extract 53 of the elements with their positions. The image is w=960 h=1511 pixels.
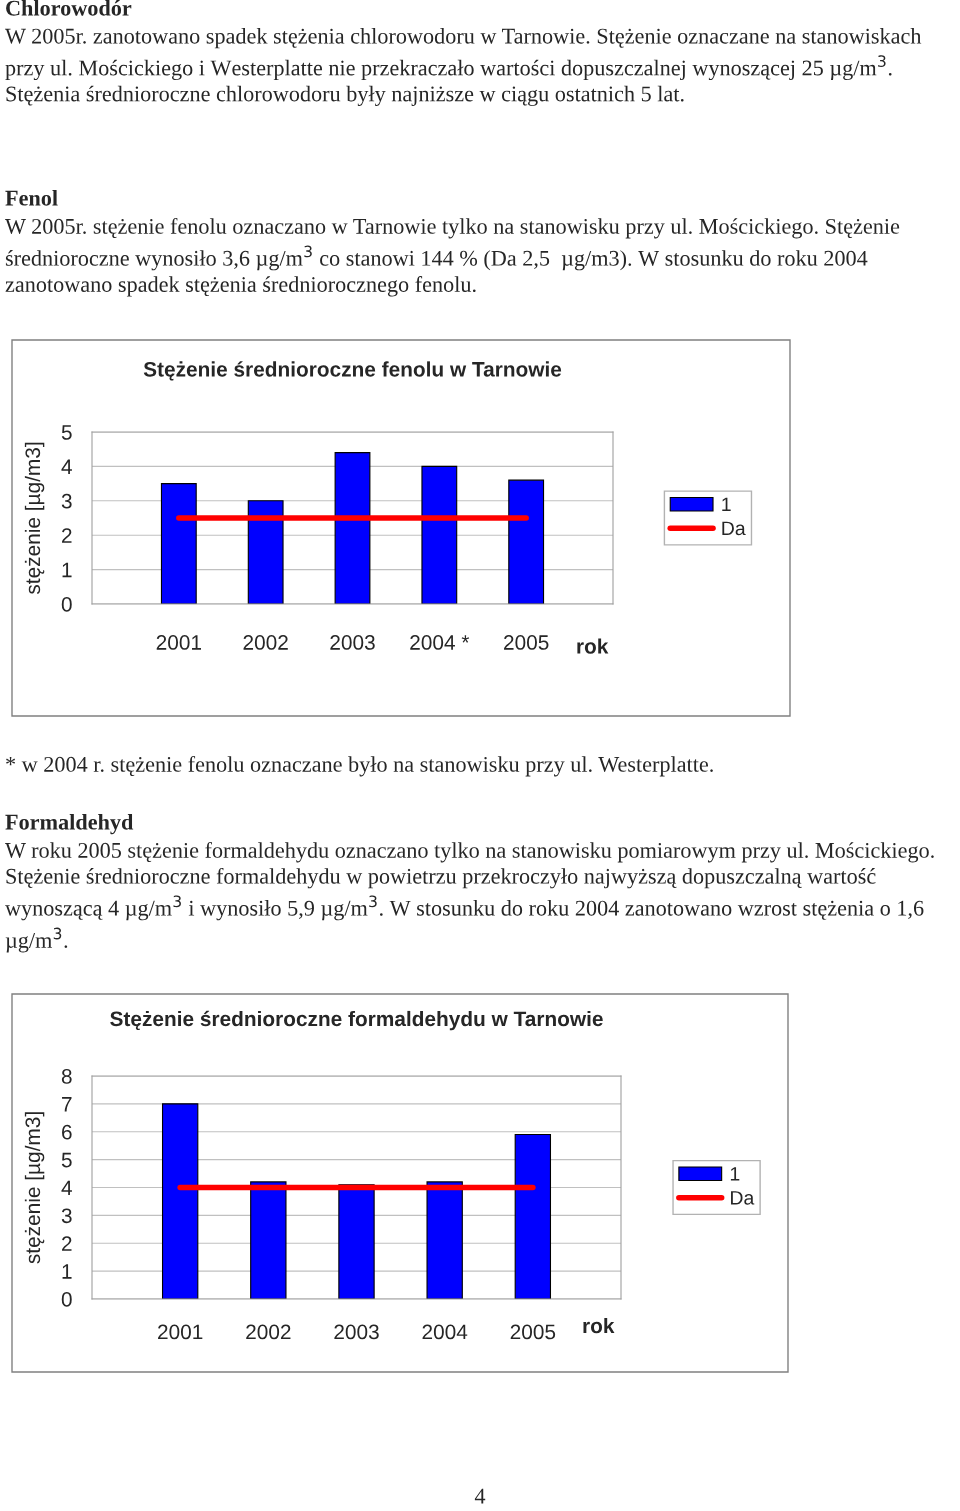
y-tick-label: 8 bbox=[61, 1069, 72, 1084]
y-tick-label: 1 bbox=[62, 1264, 72, 1279]
y-tick-label: 4 bbox=[61, 459, 72, 474]
x-tick-label: 2002 bbox=[243, 635, 288, 650]
legend-label: 1 bbox=[730, 1167, 740, 1181]
text: 4 bbox=[474, 1488, 486, 1504]
text: Formaldehyd bbox=[5, 814, 134, 835]
chart-title: Stężenie średnioroczne formaldehydu w Tarnowie bbox=[110, 1010, 603, 1031]
text: * w 2004 r. stężenie fenolu oznaczane było na stanowisku przy ul. Westerplatte. bbox=[6, 756, 713, 777]
bar bbox=[508, 479, 545, 604]
bar bbox=[160, 483, 197, 604]
legend-label: 1 bbox=[722, 497, 731, 512]
y-tick-label: 5 bbox=[61, 425, 72, 440]
x-tick-label: 2003 bbox=[334, 1324, 379, 1340]
bar bbox=[161, 1103, 199, 1299]
text: W 2005r. zanotowano spadek stężenia chlorowodoru w Tarnowie. Stężenie oznaczane na stanowiskach przy ul. Mościckiego i Westerplatte nie przekraczało wartości dopuszczalnej wynoszącej 25 µg/m$^{3}$. Stężenia średnioroczne chlorowodoru były najniższe w ciągu ostatnich 5 lat. bbox=[5, 28, 922, 106]
y-tick-label: 5 bbox=[61, 1152, 72, 1168]
bar bbox=[514, 1133, 552, 1299]
text: W 2005r. stężenie fenolu oznaczano w Tarnowie tylko na stanowisku przy ul. Mościckiego. Stężenie średnioroczne wynosiło 3,6 µg/m$^{3}$ co stanowi 144 % (Da 2,5 µg/m3). W stosunku do roku 2004 zanotowano spadek stężenia średniorocznego fenolu. bbox=[5, 218, 900, 297]
bar bbox=[338, 1184, 375, 1299]
text: Fenol bbox=[5, 190, 58, 206]
x-tick-label: 2005 bbox=[510, 1324, 556, 1340]
bar bbox=[334, 452, 371, 604]
x-tick-label: 2003 bbox=[330, 635, 375, 650]
y-tick-label: 2 bbox=[62, 1236, 72, 1251]
text: Chlorowodór bbox=[6, 0, 132, 16]
x-axis-title: rok bbox=[577, 638, 609, 654]
y-tick-label: 3 bbox=[61, 1208, 72, 1224]
x-axis-title: rok bbox=[583, 1317, 615, 1334]
bar bbox=[250, 1181, 287, 1299]
x-tick-label: 2004 * bbox=[410, 635, 470, 650]
x-tick-label: 2001 bbox=[156, 635, 201, 650]
bar bbox=[421, 465, 458, 604]
y-tick-label: 0 bbox=[61, 1292, 72, 1307]
bar bbox=[426, 1181, 463, 1299]
x-tick-label: 2001 bbox=[158, 1324, 203, 1340]
legend-label: Da bbox=[731, 1191, 755, 1205]
chart-title: Stężenie średnioroczne fenolu w Tarnowie bbox=[143, 361, 562, 381]
x-tick-label: 2005 bbox=[504, 635, 549, 650]
y-tick-label: 7 bbox=[62, 1097, 72, 1112]
y-tick-label: 1 bbox=[62, 562, 72, 578]
x-tick-label: 2002 bbox=[246, 1324, 291, 1340]
y-axis-title: stężenie [µg/m3] bbox=[24, 442, 45, 595]
y-tick-label: 6 bbox=[62, 1124, 72, 1140]
x-tick-label: 2004 bbox=[422, 1324, 468, 1340]
text: W roku 2005 stężenie formaldehydu oznaczano tylko na stanowisku pomiarowym przy ul. Mościckiego. Stężenie średnioroczne formaldehydu w powietrzu przekroczyło najwyższą dopuszczalną wartość wynoszącą 4 µg/m$^{3}$ i wynosiło 5,9 µg/m$^{3}$. W stosunku do roku 2004 zanotowano wzrost stężenia o 1,6 µg/m$^{3}$. bbox=[5, 842, 934, 953]
legend-label: Da bbox=[722, 521, 746, 536]
bar bbox=[247, 500, 284, 604]
y-axis-title: stężenie [µg/m3] bbox=[24, 1112, 45, 1264]
y-tick-label: 4 bbox=[61, 1180, 72, 1196]
y-tick-label: 3 bbox=[61, 493, 72, 509]
y-tick-label: 2 bbox=[62, 528, 72, 543]
y-tick-label: 0 bbox=[61, 597, 72, 612]
